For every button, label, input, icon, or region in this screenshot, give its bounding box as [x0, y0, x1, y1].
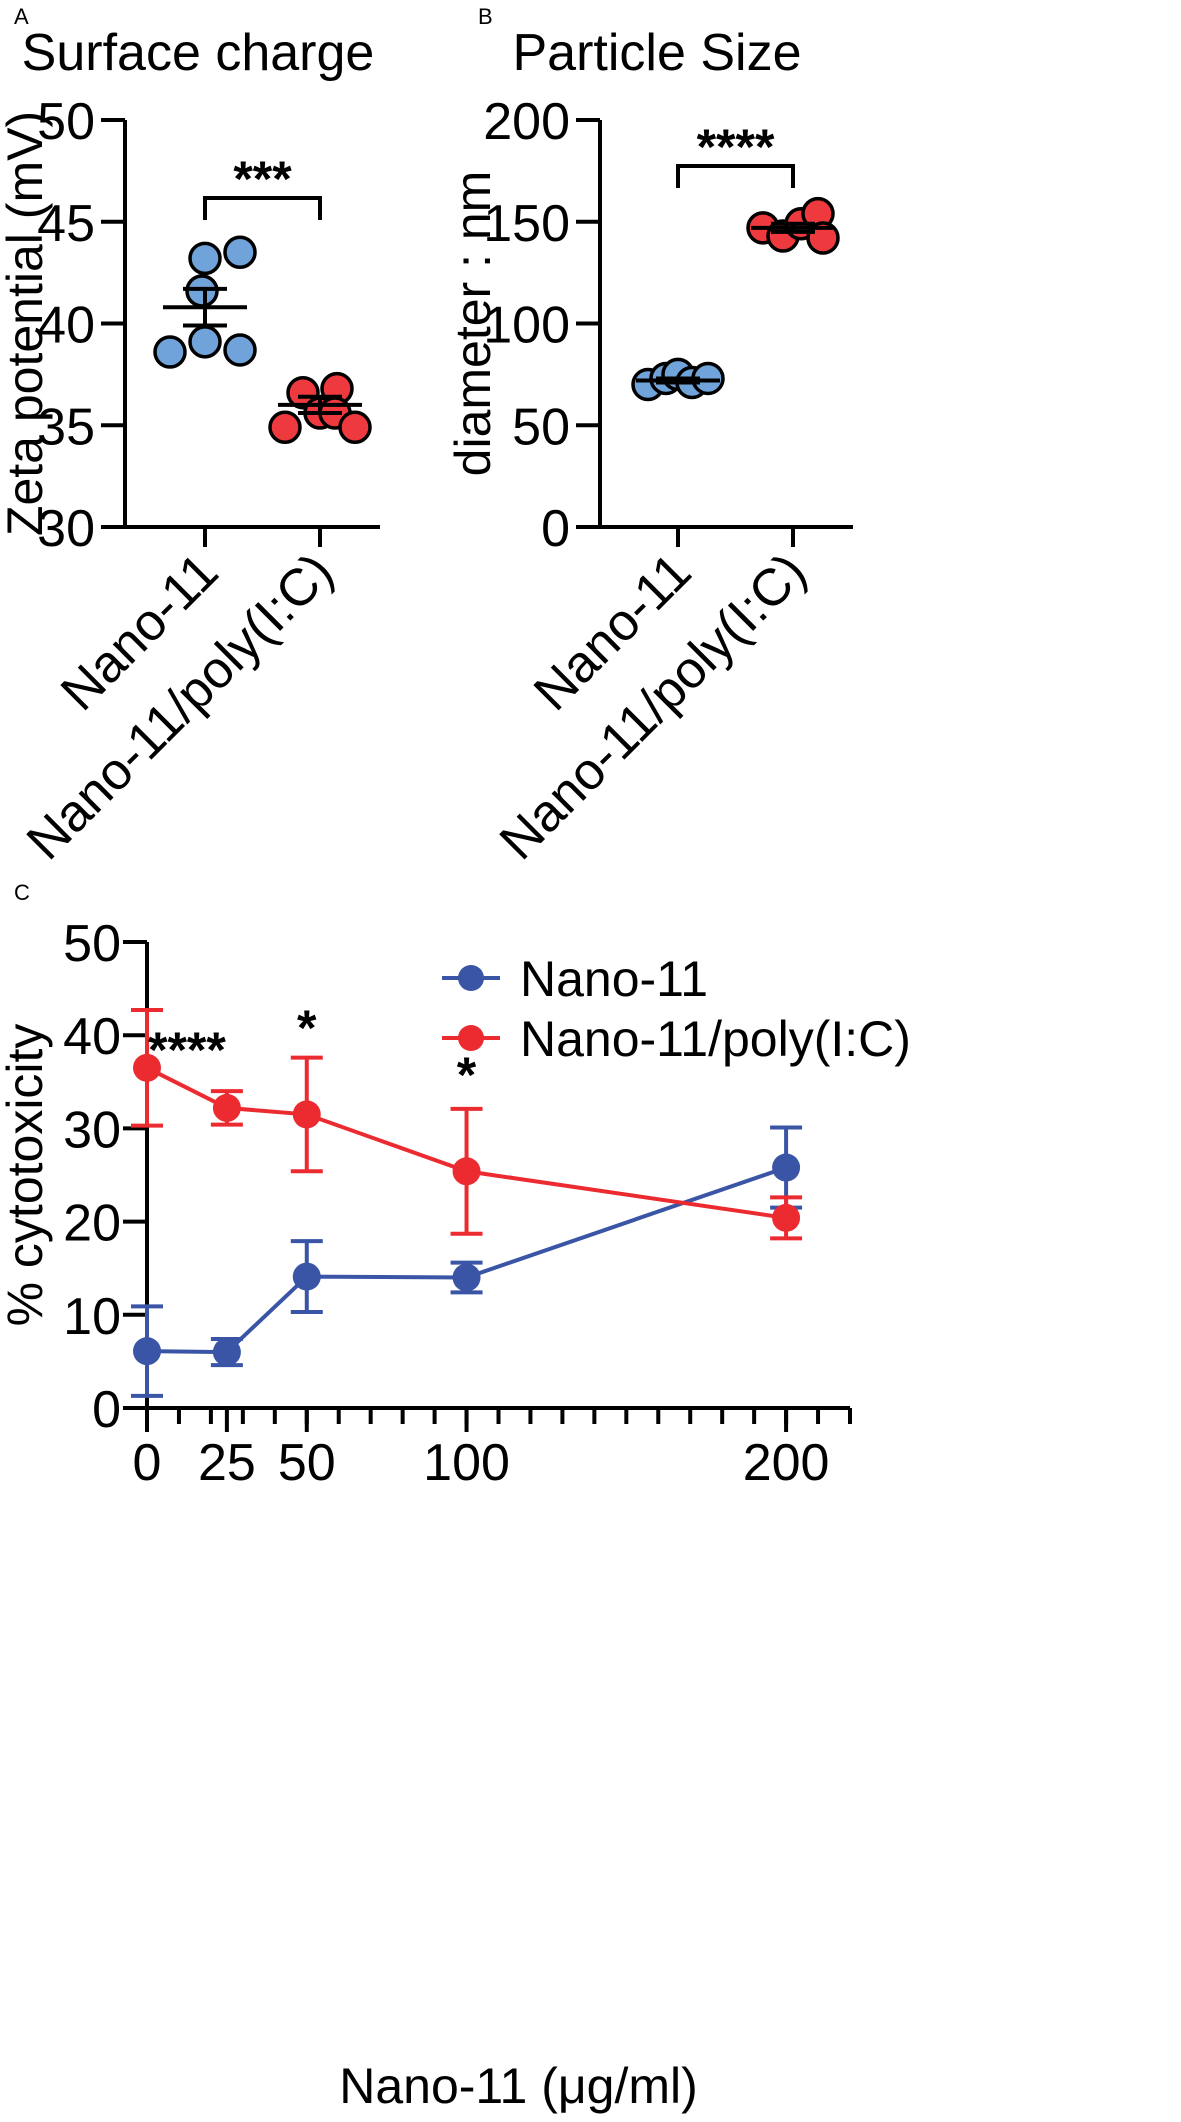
x-tick-label: 25 — [198, 1434, 256, 1492]
y-tick-label: 0 — [541, 500, 570, 558]
data-point — [338, 410, 372, 445]
series-nano-11 — [153, 235, 257, 369]
y-tick-label: 50 — [63, 915, 121, 973]
y-tick-label: 30 — [37, 500, 95, 558]
series-nano-11-poly-ic — [746, 196, 840, 255]
y-tick-label: 30 — [63, 1101, 121, 1159]
data-point — [452, 1263, 481, 1292]
data-point — [153, 335, 187, 369]
series-nano-11 — [131, 1125, 803, 1398]
data-point — [772, 1203, 801, 1232]
y-tick-label: 10 — [63, 1288, 121, 1346]
significance-bracket — [676, 164, 795, 188]
x-tick-label: 100 — [423, 1434, 510, 1492]
x-tick-label: 0 — [133, 1434, 162, 1492]
significance-bracket — [203, 196, 322, 220]
data-point — [133, 1053, 161, 1082]
data-point — [292, 1262, 321, 1291]
series-nano-11-poly-ic — [268, 371, 372, 445]
chart-title: Surface charge — [22, 24, 375, 82]
series-nano-11 — [631, 357, 725, 402]
x-tick-label: 200 — [743, 1434, 830, 1492]
y-tick-label: 20 — [63, 1195, 121, 1253]
y-axis-label: % cytotoxicity — [0, 1024, 53, 1327]
data-point — [268, 410, 302, 445]
y-tick-label: 40 — [63, 1008, 121, 1066]
data-point — [212, 1338, 241, 1367]
panel-letter: B — [478, 4, 493, 29]
y-tick-label: 50 — [37, 93, 95, 151]
data-point — [223, 235, 257, 270]
panel-letter: C — [14, 880, 30, 905]
y-tick-label: 45 — [37, 195, 95, 253]
data-point — [212, 1093, 241, 1122]
y-axis-label: Zeta potential (mV) — [0, 111, 53, 536]
data-point — [806, 221, 840, 255]
significance-label: **** — [697, 119, 775, 175]
y-tick-label: 0 — [92, 1381, 121, 1439]
data-point — [188, 241, 222, 276]
y-axis-label: diameter : nm — [445, 171, 501, 477]
significance-label: * — [297, 1000, 317, 1056]
panel-letter: A — [14, 4, 29, 29]
data-point — [772, 1153, 801, 1182]
y-tick-label: 50 — [512, 398, 570, 456]
data-point — [185, 274, 219, 308]
legend-entry: Nano-11/poly(I:C) — [520, 1011, 911, 1067]
data-point — [223, 333, 257, 367]
x-axis-label: Nano-11 (μg/ml) — [339, 2058, 698, 2114]
data-point — [292, 1100, 321, 1129]
significance-label: * — [457, 1047, 477, 1103]
y-tick-label: 100 — [483, 297, 570, 355]
data-point — [133, 1337, 161, 1366]
data-point — [188, 325, 222, 359]
y-tick-label: 35 — [37, 398, 95, 456]
significance-label: *** — [233, 151, 292, 207]
legend-marker — [458, 965, 484, 991]
legend-marker — [458, 1025, 484, 1051]
legend-entry: Nano-11 — [520, 951, 708, 1007]
x-tick-label: 50 — [278, 1434, 336, 1492]
y-tick-label: 40 — [37, 297, 95, 355]
series-nano-11-poly-ic — [131, 1008, 803, 1241]
chart-title: Particle Size — [513, 24, 802, 82]
significance-label: **** — [148, 1022, 226, 1078]
y-tick-label: 200 — [483, 93, 570, 151]
y-tick-label: 150 — [483, 195, 570, 253]
data-point — [452, 1157, 481, 1186]
